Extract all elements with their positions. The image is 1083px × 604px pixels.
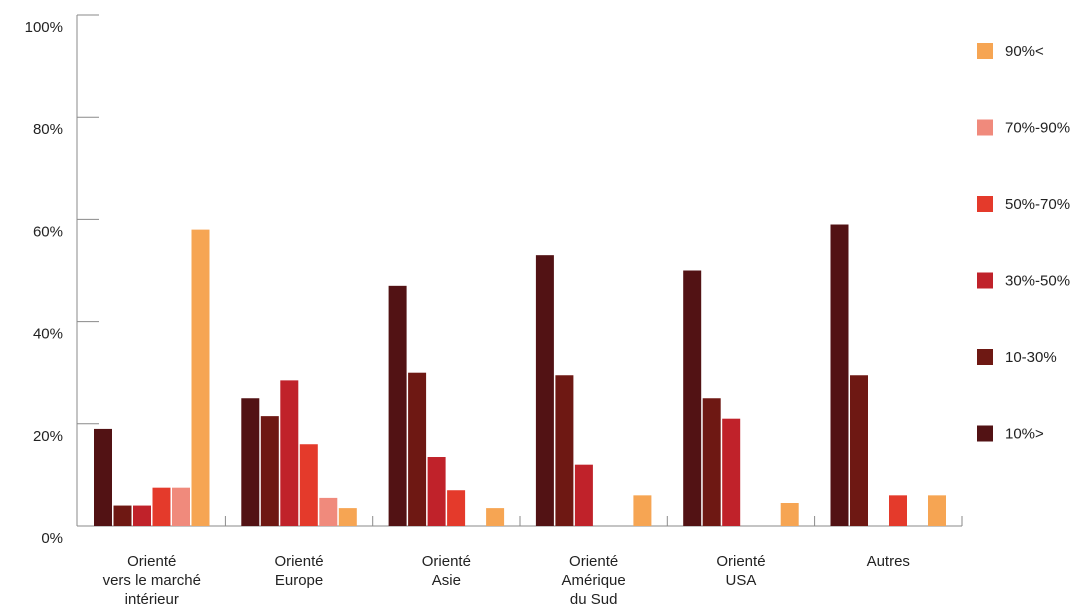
y-axis: 0% 20% 40% 60% 80% 100% (25, 14, 99, 547)
bars (94, 224, 946, 527)
bar (928, 495, 946, 526)
bar (172, 487, 190, 526)
category-label: Orienté vers le marché intérieur (103, 553, 201, 604)
bar (850, 375, 868, 526)
bar (889, 495, 907, 526)
legend-label: 50%-70% (1005, 196, 1070, 213)
category-labels: Orienté vers le marché intérieur Orienté Eur… (103, 553, 910, 604)
bar (535, 255, 554, 527)
bar (388, 285, 407, 526)
legend-label: 10%> (1005, 426, 1044, 443)
category-label: Orienté Amérique du Sud (562, 553, 626, 604)
bar (299, 444, 318, 526)
bar (447, 490, 466, 526)
bar (241, 398, 260, 526)
bar (427, 457, 446, 526)
bar (830, 224, 849, 526)
bar (94, 428, 112, 526)
legend-swatch (977, 196, 993, 212)
bar (722, 418, 741, 526)
bar (633, 495, 652, 526)
bar (780, 503, 799, 526)
bar (574, 464, 593, 526)
legend-swatch (977, 272, 993, 289)
legend-swatch (977, 349, 993, 365)
legend-swatch (977, 119, 993, 136)
legend-swatch (977, 43, 993, 59)
y-tick-label: 20% (33, 428, 63, 445)
bar (133, 505, 151, 526)
bar (191, 229, 210, 526)
legend: 90%< 70%-90% 50%-70% 30%-50% 10-30% 10%> (977, 43, 1070, 443)
bar (152, 487, 171, 526)
bar (408, 372, 427, 526)
legend-label: 10-30% (1005, 349, 1057, 366)
category-label: Autres (867, 553, 910, 570)
y-tick-label: 80% (33, 121, 63, 138)
y-tick-label: 60% (33, 223, 63, 240)
legend-label: 90%< (1005, 43, 1044, 60)
bar (555, 375, 574, 526)
category-label: Orienté Asie (422, 553, 471, 589)
y-tick-label: 0% (41, 530, 63, 547)
legend-swatch (977, 425, 993, 442)
bar (702, 398, 721, 526)
bar (486, 508, 505, 526)
bar (260, 416, 279, 526)
y-tick-label: 40% (33, 326, 63, 343)
legend-label: 30%-50% (1005, 273, 1070, 290)
category-label: Orienté USA (716, 553, 765, 589)
y-tick-label: 100% (25, 19, 63, 36)
bar (113, 505, 132, 526)
category-label: Orienté Europe (274, 553, 323, 589)
bar (683, 270, 702, 526)
legend-label: 70%-90% (1005, 120, 1070, 137)
bar (338, 508, 357, 526)
bar (319, 497, 338, 526)
bar (280, 380, 299, 526)
x-axis (77, 516, 963, 527)
